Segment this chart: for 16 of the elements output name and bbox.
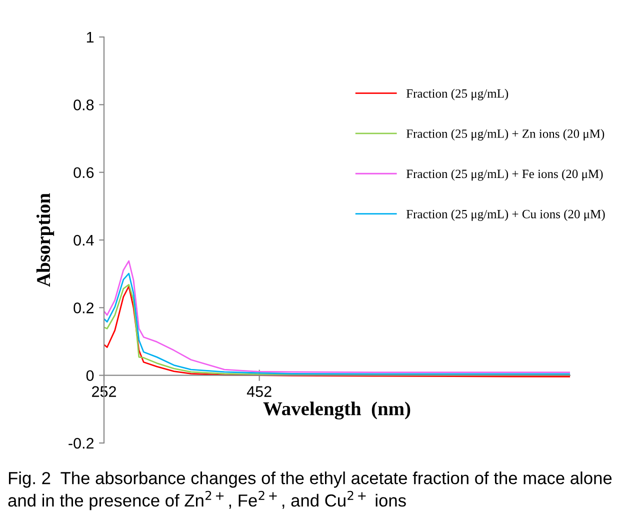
y-tick-label: 0.2 bbox=[74, 302, 94, 314]
x-axis-title: Wavelength (nm) bbox=[263, 402, 410, 420]
y-tick-label: 0.8 bbox=[74, 100, 94, 110]
legend-label: Fraction (25 μg/mL) + Fe ions (20 μM) bbox=[406, 169, 603, 181]
y-tick-label: 1 bbox=[86, 32, 94, 43]
x-tick-label: 252 bbox=[92, 386, 116, 397]
x-tick-label: 452 bbox=[246, 386, 272, 397]
y-tick-label: -0.2 bbox=[68, 438, 94, 449]
y-axis-title: Absorption bbox=[36, 193, 54, 287]
legend-label: Fraction (25 μg/mL) bbox=[406, 88, 508, 100]
y-tick-label: 0.6 bbox=[74, 167, 94, 178]
legend-label: Fraction (25 μg/mL) + Cu ions (20 μM) bbox=[406, 210, 605, 221]
legend-label: Fraction (25 μg/mL) + Zn ions (20 μM) bbox=[406, 129, 604, 140]
caption: Fig. 2 The absorbance changes of the ethyl acetate fraction of the mace alone and in the presence of Zn$^{2+}$, Fe$^{2+}$, and Cu$^{2+}$ ions bbox=[8, 472, 612, 510]
y-tick-label: 0.4 bbox=[74, 234, 94, 246]
y-tick-label: 0 bbox=[86, 370, 94, 382]
